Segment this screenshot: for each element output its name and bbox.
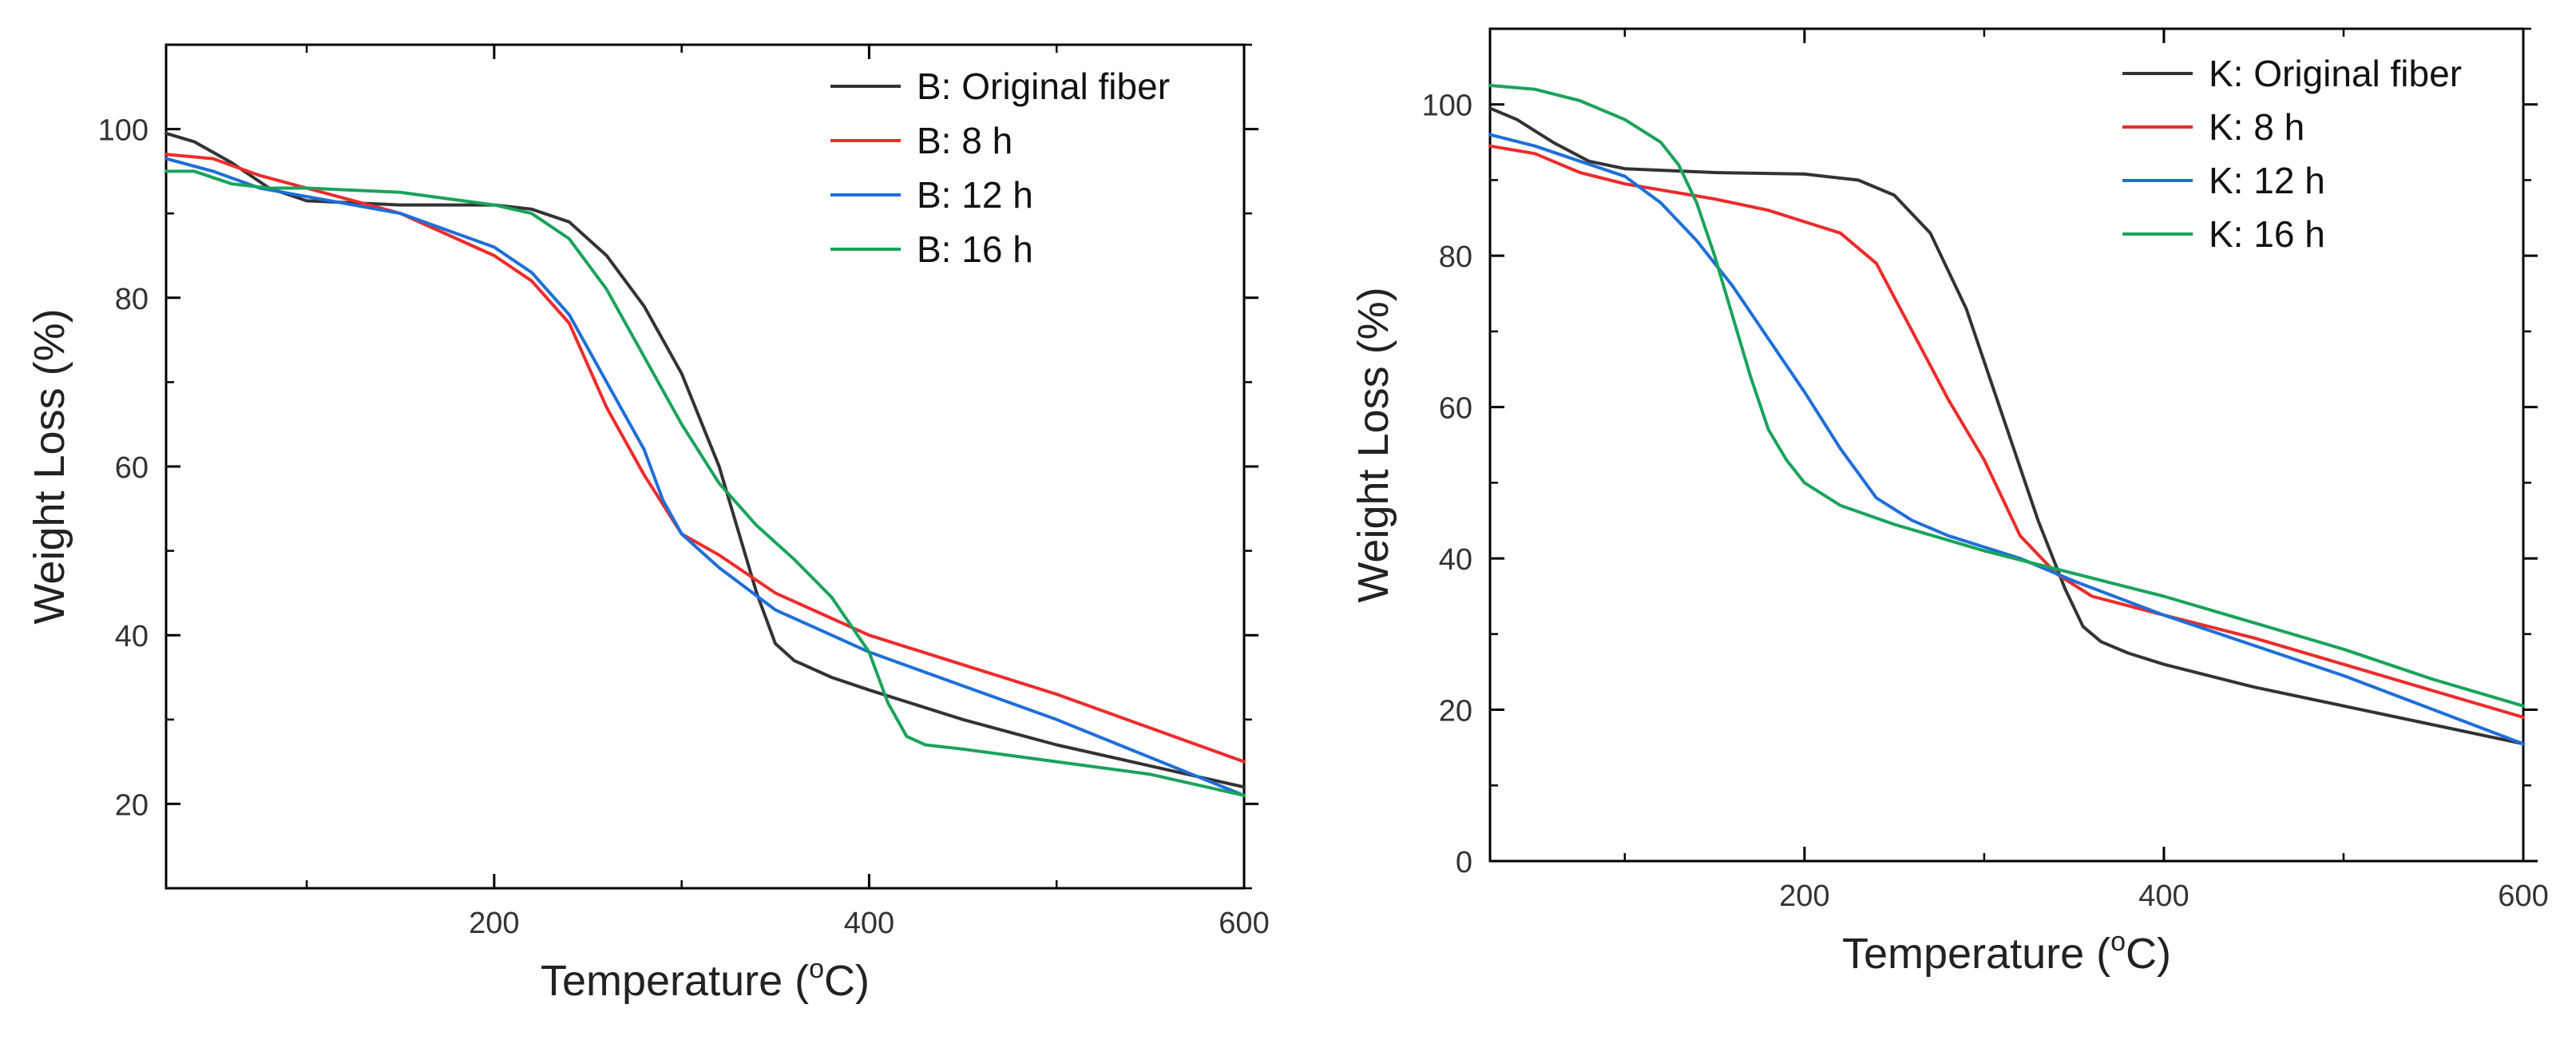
y-tick-label: 40	[115, 620, 149, 653]
y-tick-label: 100	[1422, 89, 1472, 123]
chart-panel-k: 200 400 600 0 20 40 60 80 100 K: Original fiber K:…	[1349, 27, 2549, 978]
y-axis-title: Weight Loss (%)	[26, 308, 73, 624]
x-axis-title: Temperature (oC)	[541, 954, 870, 1005]
x-axis-title: Temperature (oC)	[1842, 927, 2171, 978]
series-line-b-3	[164, 169, 1246, 797]
legend-label: K: 12 h	[2209, 160, 2325, 201]
y-axis-title: Weight Loss (%)	[1349, 287, 1397, 602]
legend-label: B: 16 h	[917, 228, 1033, 270]
y-tick-label: 80	[115, 283, 149, 316]
y-tick-label: 40	[1439, 543, 1472, 577]
legend-label: B: 12 h	[917, 174, 1033, 216]
x-tick-label: 600	[2498, 879, 2548, 913]
series-line-k-2	[1488, 133, 2525, 746]
legend-label: K: Original fiber	[2209, 53, 2462, 94]
series-line-b-1	[164, 153, 1246, 764]
x-tick-label: 200	[469, 907, 519, 940]
series-line-b-2	[164, 157, 1246, 797]
x-tick-label: 400	[844, 907, 894, 940]
y-tick-label: 20	[1439, 695, 1472, 728]
legend-label: B: 8 h	[917, 120, 1013, 161]
y-tick-label: 0	[1456, 846, 1472, 879]
x-tick-label: 600	[1219, 907, 1269, 940]
y-tick-label: 20	[115, 788, 149, 822]
y-tick-label: 60	[115, 451, 149, 485]
series-line-k-3	[1488, 84, 2525, 708]
x-tick-label: 400	[2138, 879, 2189, 913]
series-line-k-0	[1488, 106, 2525, 746]
legend-label: B: Original fiber	[917, 65, 1170, 107]
y-tick-label: 60	[1439, 392, 1472, 426]
plot-frame	[164, 43, 1246, 890]
y-tick-label: 80	[1439, 240, 1472, 274]
legend-label: K: 16 h	[2209, 213, 2325, 255]
y-tick-label: 100	[98, 114, 149, 148]
plot-frame	[1488, 27, 2525, 863]
x-tick-label: 200	[1779, 879, 1829, 913]
chart-panel-b: 200 400 600 20 40 60 80 100 B: Original fiber B: …	[26, 43, 1270, 1005]
legend-label: K: 8 h	[2209, 106, 2305, 148]
